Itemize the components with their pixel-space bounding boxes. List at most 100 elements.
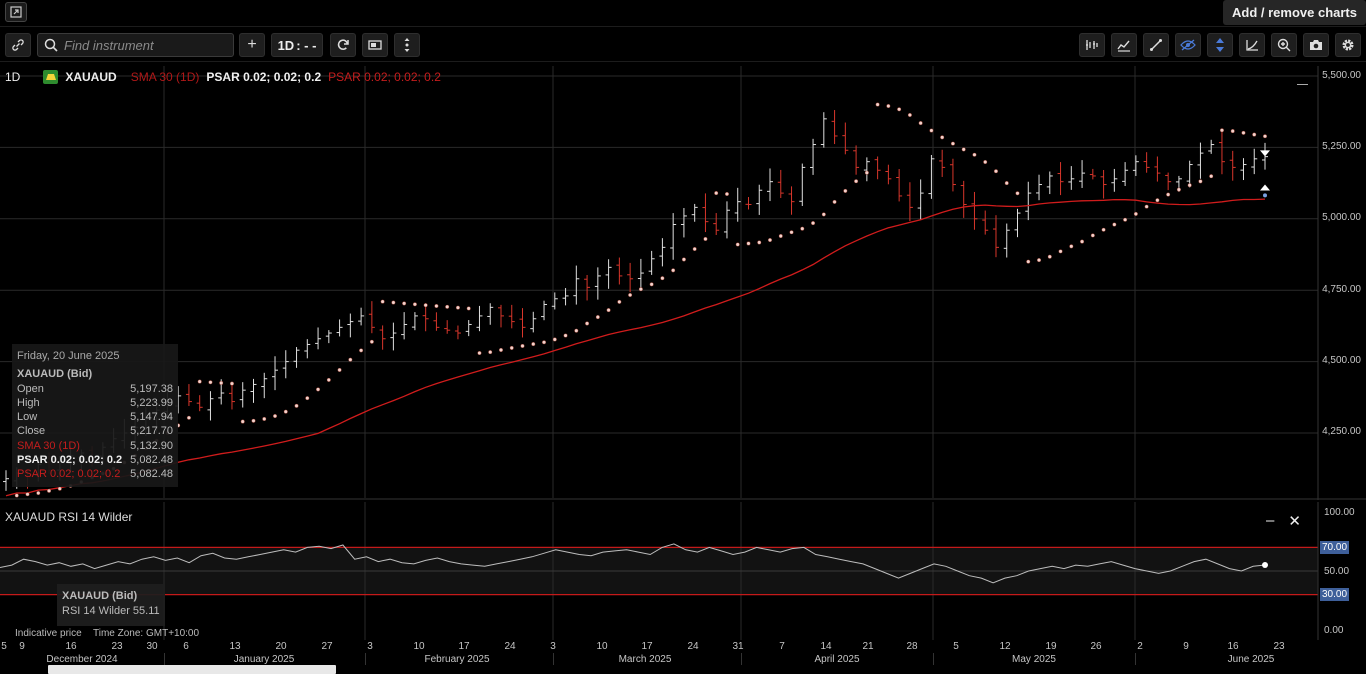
candle [670, 213, 677, 260]
candle [810, 138, 817, 175]
legend-psar-2[interactable]: PSAR 0.02; 0.02; 0.2 [328, 70, 441, 84]
chart-toolbar: + 1D : - - [0, 29, 1366, 62]
psar-dot [14, 493, 19, 498]
psar-dot [617, 299, 622, 304]
candle [799, 163, 806, 206]
rsi-minimize-icon[interactable]: – [1266, 512, 1275, 529]
month-separator [1135, 653, 1136, 665]
candle [767, 168, 774, 202]
psar-dot [509, 345, 514, 350]
psar-dot [907, 113, 912, 118]
psar-dot [864, 170, 869, 175]
zoom-icon[interactable] [1271, 33, 1297, 57]
tooltip-row-psar2: PSAR 0.02; 0.02; 0.2 5,082.48 [17, 468, 173, 481]
sma-line [5, 198, 1266, 497]
x-tick: 7 [779, 641, 785, 652]
minimize-icon[interactable] [1297, 84, 1308, 85]
compare-icon[interactable] [362, 33, 388, 57]
candle [982, 210, 989, 235]
psar-dot [800, 226, 805, 231]
x-tick: 2 [1137, 641, 1143, 652]
candle [1218, 128, 1225, 175]
candle [831, 110, 838, 145]
draw-line-icon[interactable] [1143, 33, 1169, 57]
candle [1046, 171, 1053, 195]
y-tick: 5,500.00 [1322, 70, 1361, 81]
candle [1197, 142, 1204, 179]
time-zone: Time Zone: GMT+10:00 [93, 628, 200, 639]
legend-psar-1[interactable]: PSAR 0.02; 0.02; 0.2 [206, 70, 322, 84]
marker-psar [1263, 193, 1267, 198]
x-tick: 28 [906, 641, 918, 652]
price-chart[interactable] [0, 66, 1366, 500]
settings-gear-icon[interactable] [1335, 33, 1361, 57]
candle [239, 382, 246, 408]
month-separator [553, 653, 554, 665]
rsi-tip-instrument: XAUAUD (Bid) [62, 590, 138, 602]
x-tick: 9 [19, 641, 25, 652]
rsi-chart[interactable] [0, 502, 1366, 640]
candle [853, 145, 860, 175]
top-bar: Add / remove charts [0, 0, 1366, 27]
psar-dot [789, 230, 794, 235]
month-separator [365, 653, 366, 665]
candle [928, 154, 935, 199]
last-price-markers [1260, 150, 1270, 198]
rsi-level-0: 0.00 [1324, 625, 1344, 636]
x-tick: 5 [1, 641, 7, 652]
camera-icon[interactable] [1303, 33, 1329, 57]
search-input[interactable] [64, 37, 224, 53]
chart-type-icon[interactable] [1111, 33, 1137, 57]
psar-dot [273, 414, 278, 419]
psar-dot [186, 415, 191, 420]
psar-dot [714, 191, 719, 196]
psar-dot [488, 350, 493, 355]
psar-dot [1155, 198, 1160, 203]
psar-dot [778, 234, 783, 239]
curve-tool-icon[interactable] [1239, 33, 1265, 57]
add-remove-charts-button[interactable]: Add / remove charts [1223, 0, 1366, 25]
magnet-icon[interactable] [1207, 33, 1233, 57]
candle [949, 158, 956, 192]
candle [1079, 160, 1086, 188]
psar-dot [1026, 259, 1031, 264]
indicators-icon[interactable] [1079, 33, 1105, 57]
psar-dot [47, 488, 52, 493]
interval-selector[interactable]: 1D : - - [271, 33, 323, 57]
candle [1251, 148, 1258, 175]
popout-icon[interactable] [5, 2, 27, 22]
candle [228, 384, 235, 410]
psar-dot [1187, 183, 1192, 188]
candle [358, 307, 365, 326]
y-tick: 4,500.00 [1322, 355, 1361, 366]
refresh-icon[interactable] [330, 33, 356, 57]
link-icon[interactable] [5, 33, 31, 57]
psar-dot [1252, 132, 1257, 137]
psar-dots [14, 102, 1267, 498]
legend-symbol[interactable]: XAUAUD [27, 70, 123, 84]
candle [1154, 156, 1161, 182]
time-axis: 5 9 16 23 30 6 13 20 27 3 10 17 24 3 10 17 24 31 7 14 21 28 5 1… [0, 640, 1320, 674]
legend-sma[interactable]: SMA 30 (1D) [130, 70, 200, 84]
more-vertical-icon[interactable] [394, 33, 420, 57]
candle [584, 274, 591, 301]
candle [1111, 168, 1118, 192]
psar-dot [757, 240, 762, 245]
candle [304, 339, 311, 359]
candle [454, 325, 461, 340]
psar-dot [671, 268, 676, 273]
candle [315, 327, 322, 350]
psar-dot [445, 304, 450, 309]
psar-dot [983, 160, 988, 165]
x-tick: 5 [953, 641, 959, 652]
visibility-off-icon[interactable] [1175, 33, 1201, 57]
add-plus-icon[interactable]: + [239, 33, 265, 57]
rsi-close-icon[interactable]: ✕ [1288, 513, 1301, 530]
candle [465, 320, 472, 337]
instrument-search[interactable] [37, 33, 234, 57]
time-scrollbar[interactable] [48, 665, 336, 674]
rsi-controls: – ✕ [1266, 512, 1301, 530]
psar-dot [1112, 222, 1117, 227]
psar-dot [520, 343, 525, 348]
psar-dot [1037, 258, 1042, 263]
